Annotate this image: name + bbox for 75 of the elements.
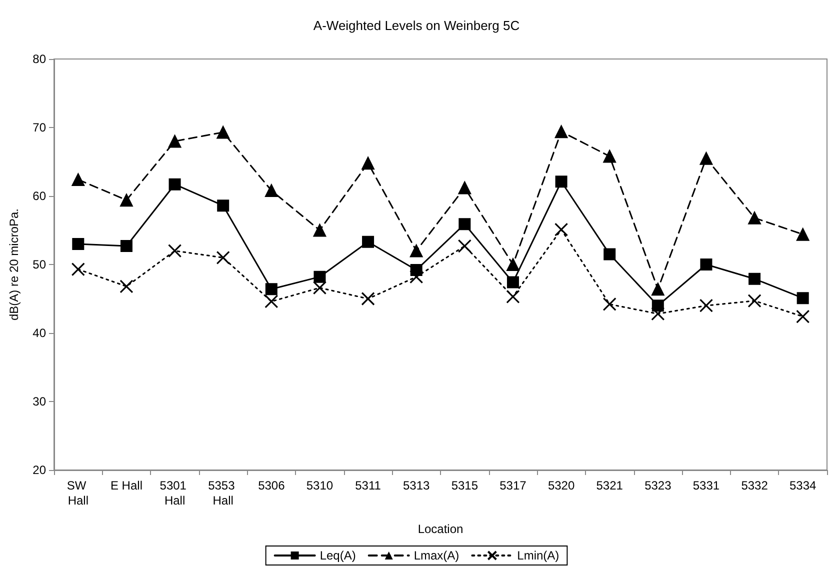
y-tick-label: 30: [32, 394, 46, 408]
point: [120, 280, 134, 294]
x-tick-label: SW Hall: [66, 478, 90, 508]
x-tick-label: 5320: [548, 478, 575, 492]
y-tick-label: 20: [32, 463, 46, 477]
point: [458, 239, 472, 253]
x-tick-label: 5315: [451, 478, 478, 492]
point: [748, 211, 762, 224]
point: [458, 218, 471, 230]
point: [506, 276, 519, 288]
point: [700, 152, 713, 165]
point: [362, 236, 374, 248]
point: [651, 307, 665, 321]
x-tick-label: 5311: [355, 478, 382, 492]
point: [264, 294, 278, 308]
point: [216, 250, 230, 264]
y-tick-label: 70: [32, 120, 46, 134]
point: [555, 176, 568, 188]
point: [699, 298, 714, 312]
point: [168, 134, 182, 148]
point: [748, 272, 761, 285]
y-tick-label: 80: [32, 52, 46, 66]
y-tick-label: 40: [32, 326, 46, 340]
point: [554, 125, 568, 138]
point: [312, 280, 327, 295]
point: [602, 297, 616, 312]
point: [120, 240, 132, 252]
point: [265, 283, 278, 296]
point: [168, 244, 182, 258]
point: [264, 184, 278, 198]
x-tick-label: 5310: [306, 478, 334, 492]
x-tick-label: 5313: [402, 478, 430, 492]
x-tick-label: 5334: [789, 478, 817, 492]
point: [314, 270, 326, 283]
point: [410, 244, 423, 258]
legend-label: Leq(A): [320, 548, 356, 562]
point: [168, 178, 181, 190]
point: [796, 228, 810, 241]
x-tick-label: 5332: [741, 478, 768, 492]
point: [120, 194, 133, 207]
point: [217, 200, 230, 212]
point: [748, 294, 762, 308]
x-tick-label: 5331: [692, 478, 720, 492]
point: [72, 238, 84, 250]
legend-label: Lmax(A): [414, 548, 460, 562]
point: [796, 292, 809, 304]
point: [362, 156, 375, 170]
y-axis-title: dB(A) re 20 microPa.: [7, 208, 21, 321]
y-tick-label: 60: [32, 189, 46, 203]
point: [506, 258, 520, 271]
x-tick-label: 5353 Hall: [208, 478, 238, 508]
point: [71, 262, 85, 276]
x-tick-label: 5323: [644, 478, 672, 492]
x-tick-label: 5317: [500, 478, 527, 492]
point: [796, 310, 810, 324]
point: [700, 258, 712, 270]
point: [603, 150, 616, 163]
point: [361, 292, 375, 306]
x-tick-label: 5301 Hall: [160, 478, 190, 508]
point: [72, 173, 85, 186]
x-tick-label: 5306: [258, 478, 286, 492]
point: [458, 181, 472, 194]
point: [652, 300, 664, 312]
x-axis-title: Location: [418, 522, 464, 536]
y-tick-label: 50: [32, 258, 46, 272]
chart-title: A-Weighted Levels on Weinberg 5C: [313, 18, 520, 33]
point: [506, 290, 520, 304]
point: [313, 224, 326, 237]
x-tick-label: 5321: [596, 478, 624, 492]
x-tick-label: E Hall: [110, 478, 142, 492]
point: [554, 222, 568, 236]
point: [216, 126, 230, 139]
point: [651, 282, 664, 296]
legend-label: Lmin(A): [517, 548, 560, 562]
point: [604, 248, 616, 260]
